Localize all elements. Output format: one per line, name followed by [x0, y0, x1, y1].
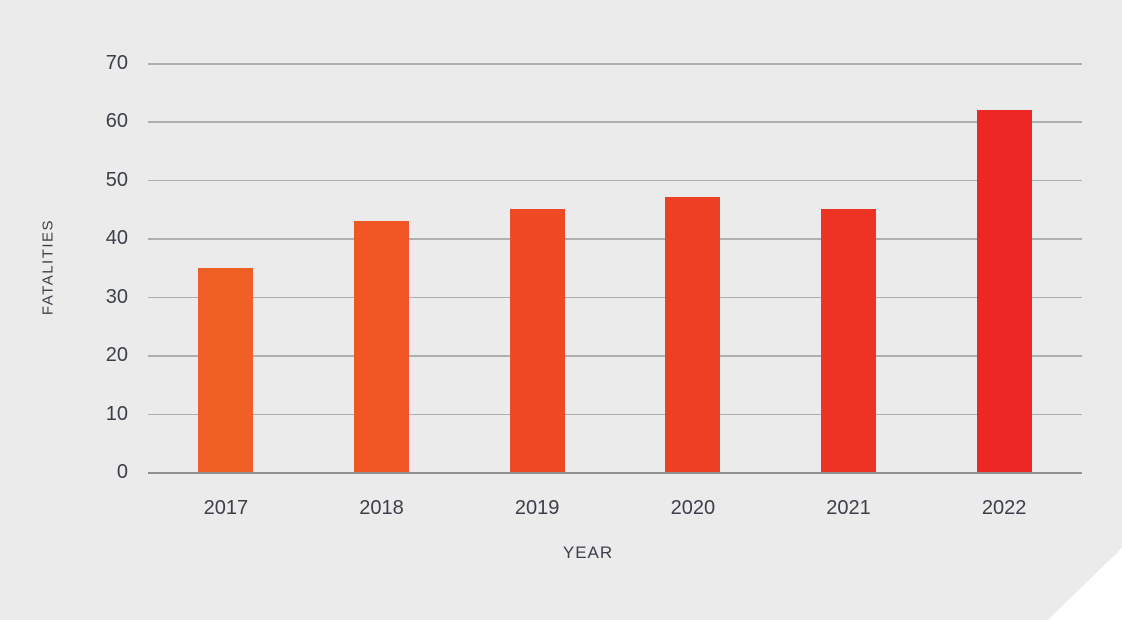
x-axis-title: YEAR — [562, 543, 614, 562]
y-axis-ticks: 0 10 20 30 40 50 60 70 — [0, 53, 128, 482]
y-tick-label-40: 40 — [105, 227, 128, 250]
y-tick-label-0: 0 — [116, 461, 128, 483]
y-tick-label-50: 50 — [105, 168, 128, 191]
bar-2021 — [821, 209, 876, 472]
x-tick-label-2019: 2019 — [514, 497, 560, 519]
x-tick-label-2020: 2020 — [670, 497, 716, 519]
bar-2020 — [665, 197, 721, 472]
gridline-20 — [148, 355, 1082, 357]
bar-2022 — [976, 109, 1032, 472]
y-tick-label-70: 70 — [105, 52, 128, 74]
gridline-0 — [148, 472, 1082, 474]
bar-2018 — [354, 220, 409, 472]
y-tick-label-30: 30 — [105, 285, 128, 308]
gridline-30 — [148, 296, 1082, 299]
x-tick-label-2021: 2021 — [826, 497, 871, 519]
y-tick-label-10: 10 — [105, 402, 128, 425]
corner-cut-decoration — [1048, 548, 1122, 620]
gridline-70 — [148, 63, 1082, 65]
gridline-60 — [148, 121, 1082, 123]
y-tick-label-20: 20 — [105, 344, 128, 367]
bar-2017 — [198, 267, 254, 472]
y-tick-label-60: 60 — [105, 110, 128, 133]
bar-2019 — [509, 209, 565, 472]
x-tick-label-2018: 2018 — [359, 497, 404, 519]
gridline-40 — [148, 238, 1082, 240]
x-tick-label-2017: 2017 — [203, 497, 249, 519]
x-tick-label-2022: 2022 — [981, 497, 1027, 519]
plot-area — [148, 63, 1082, 474]
gridline-50 — [148, 179, 1082, 182]
gridline-10 — [148, 413, 1082, 416]
